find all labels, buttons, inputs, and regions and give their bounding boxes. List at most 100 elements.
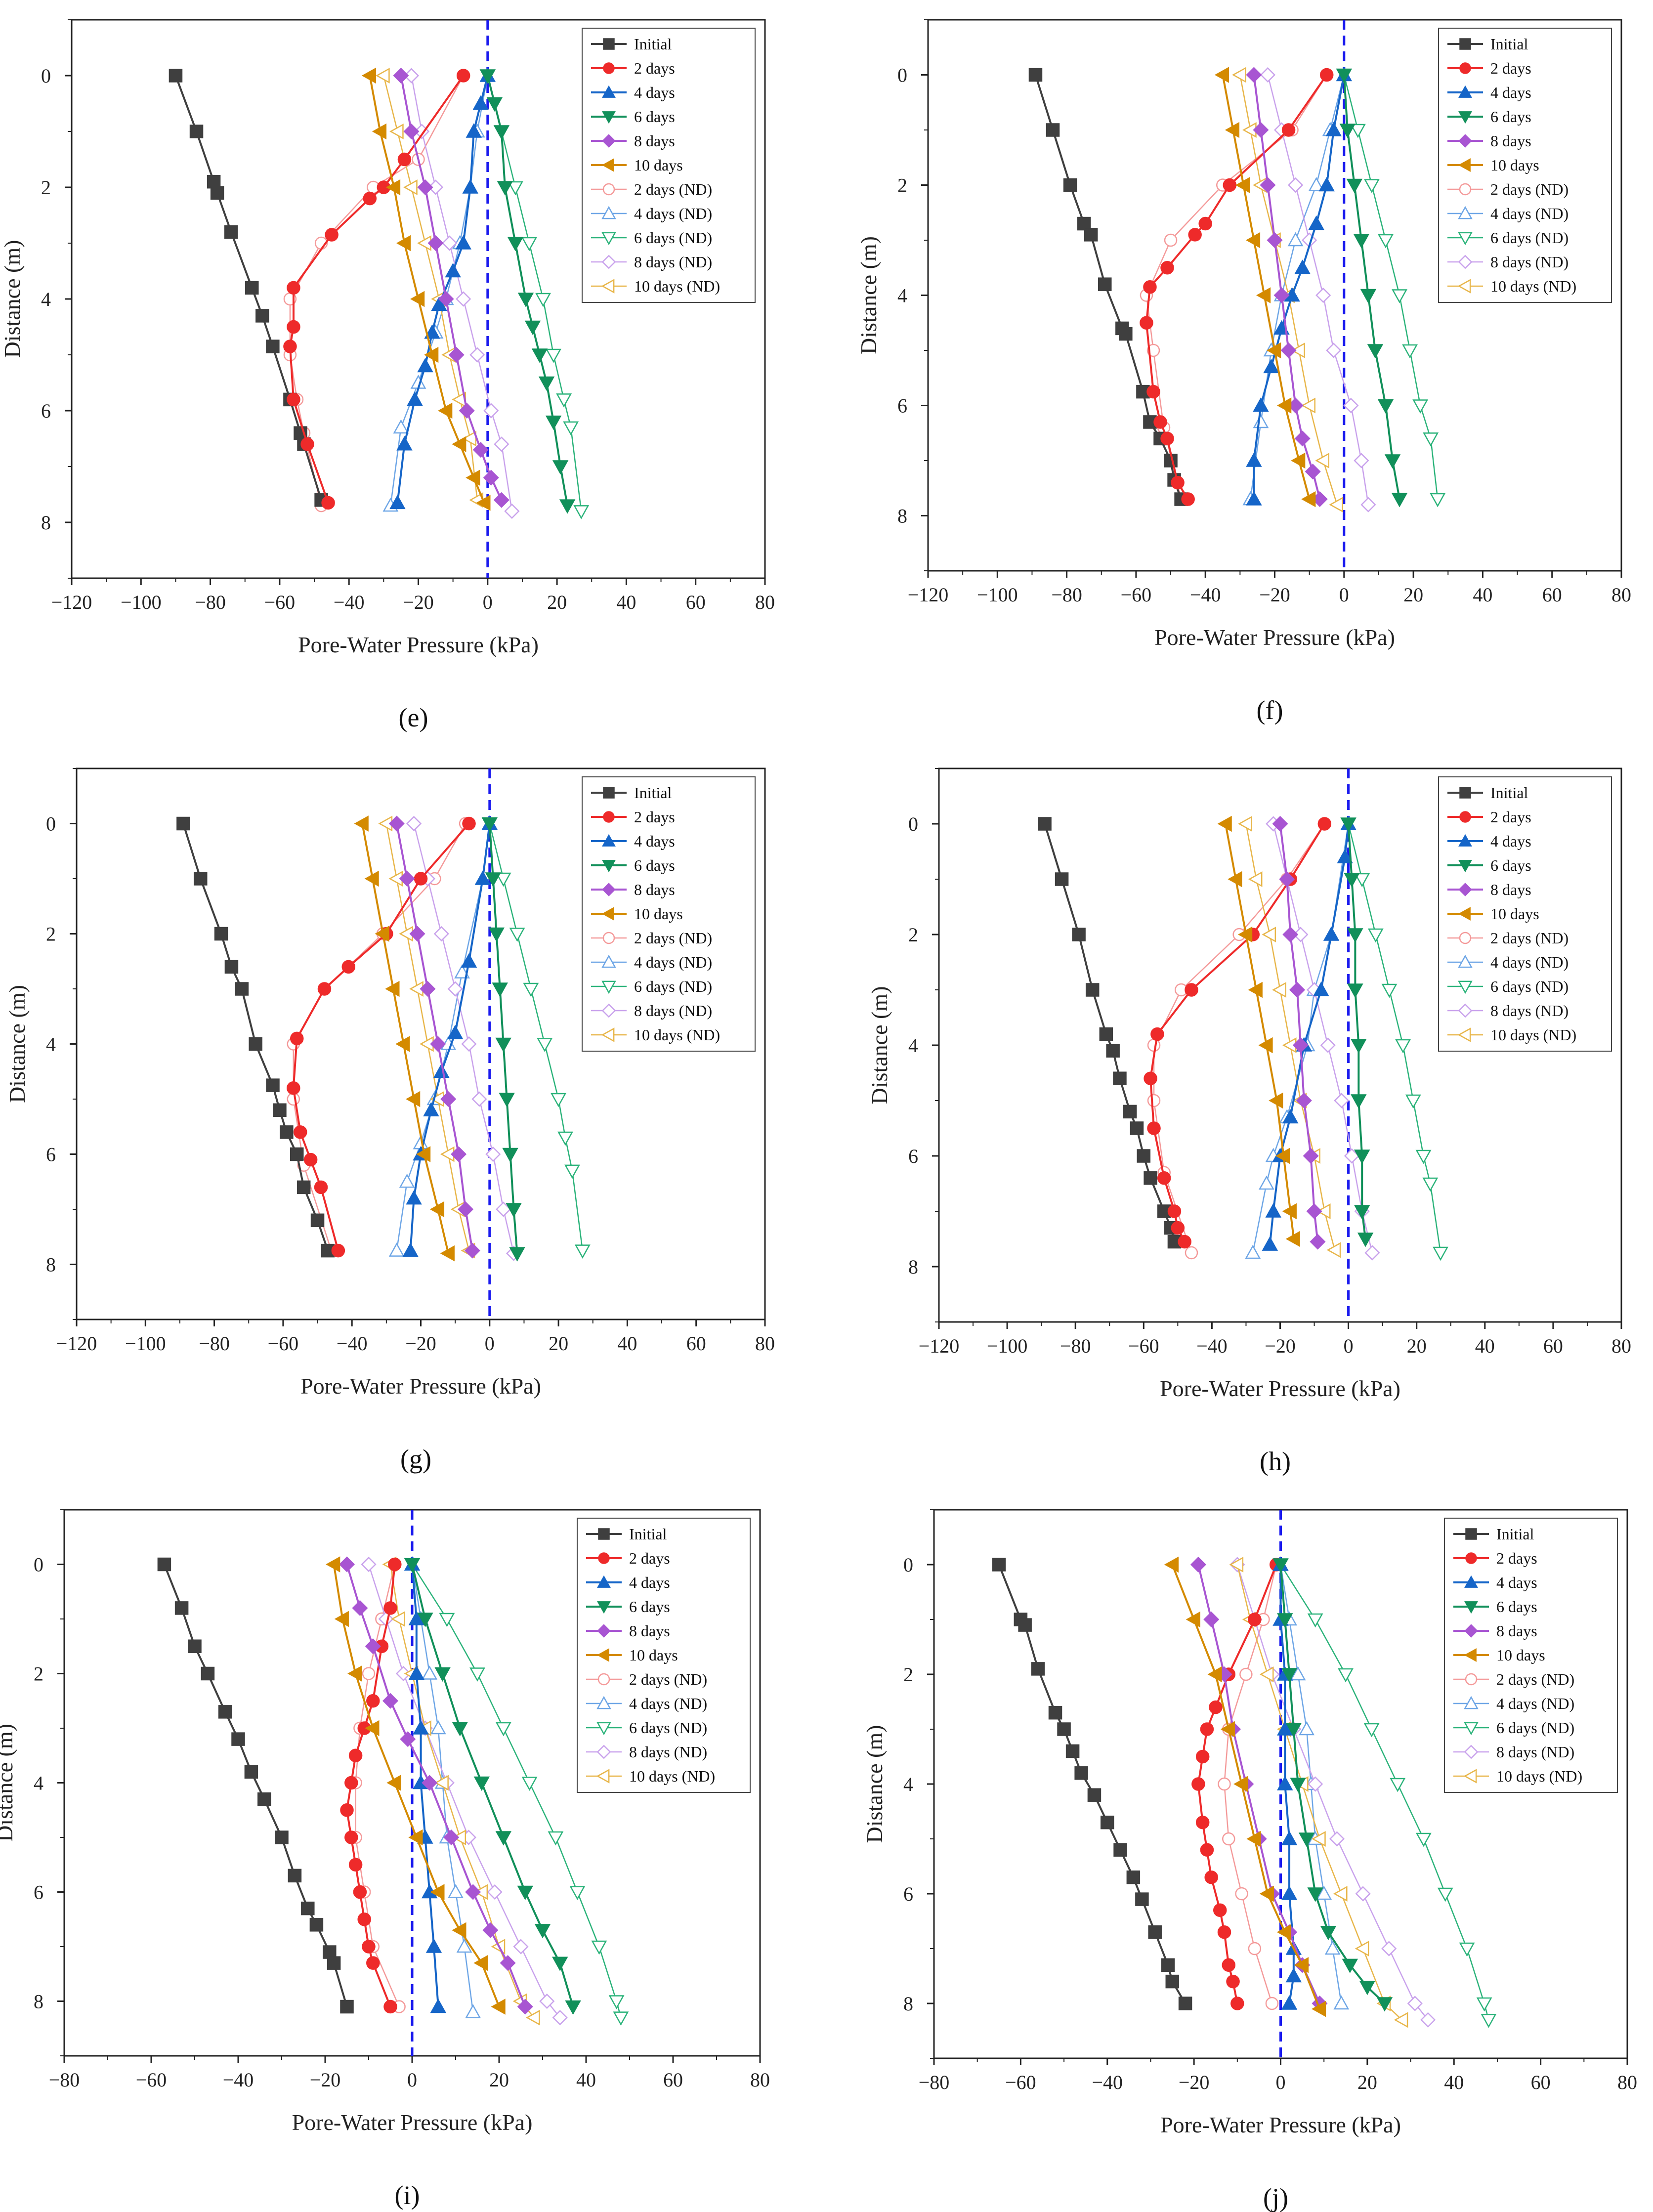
- data-point: [1288, 177, 1304, 193]
- data-point: [462, 816, 476, 831]
- x-tick-label: 80: [755, 1332, 775, 1355]
- data-point: [1123, 1105, 1137, 1119]
- legend-marker: [603, 811, 615, 823]
- y-tick-label: 8: [46, 1254, 56, 1276]
- x-tick-label: −60: [264, 591, 296, 613]
- data-point: [414, 872, 428, 886]
- data-point: [1282, 1109, 1299, 1124]
- data-point: [1217, 1925, 1231, 1939]
- legend-label: 6 days: [1490, 108, 1531, 126]
- data-point: [424, 324, 440, 339]
- data-point: [565, 2000, 581, 2015]
- data-point: [245, 281, 259, 295]
- series-10-days-nd: [375, 68, 484, 508]
- legend-marker: [1463, 1769, 1477, 1784]
- data-point: [1160, 261, 1174, 275]
- chart-panel-f: −120 −100 −80 −60 −40 −20 0 20 40 60 80 0 2 4 6 8 Pore-W…: [856, 19, 1631, 725]
- data-point: [321, 496, 335, 510]
- legend-label: 6 days (ND): [1490, 229, 1568, 247]
- legend-marker: [598, 1552, 610, 1564]
- series-line: [1280, 1564, 1489, 2020]
- legend-label: 2 days: [1490, 808, 1531, 826]
- legend-label: 2 days (ND): [629, 1670, 707, 1688]
- data-point: [388, 815, 405, 832]
- legend-label: 2 days: [1496, 1549, 1537, 1567]
- x-tick-label: −40: [1190, 584, 1221, 606]
- legend-item: 2 days: [591, 59, 675, 77]
- legend-item: 4 days (ND): [1447, 953, 1568, 971]
- x-tick-label: −20: [405, 1332, 436, 1355]
- legend-label: 8 days (ND): [629, 1743, 707, 1761]
- legend-item: 8 days: [591, 881, 675, 898]
- legend-marker: [1459, 787, 1471, 799]
- data-point: [1344, 873, 1360, 888]
- data-point: [406, 1190, 422, 1205]
- x-tick-label: 20: [1403, 584, 1423, 606]
- data-point: [1276, 1924, 1291, 1940]
- data-point: [1171, 475, 1185, 490]
- data-point: [1311, 2000, 1326, 2017]
- legend-item: 2 days (ND): [1447, 929, 1568, 947]
- data-point: [1289, 981, 1306, 998]
- x-tick-label: −60: [1005, 2071, 1036, 2093]
- data-point: [357, 1913, 371, 1926]
- x-tick-label: 40: [1473, 584, 1492, 606]
- data-point: [1165, 1974, 1180, 1989]
- data-point: [389, 124, 404, 139]
- data-point: [1308, 1776, 1323, 1792]
- data-point: [462, 179, 478, 194]
- y-tick-label: 0: [908, 813, 918, 835]
- legend-marker: [1464, 1696, 1479, 1709]
- legend-label: 4 days (ND): [634, 953, 712, 971]
- data-point: [290, 1147, 304, 1161]
- data-point: [334, 1611, 349, 1627]
- x-tick-label: −120: [908, 584, 949, 606]
- data-point: [1188, 228, 1202, 242]
- chart-panel-g: −120 −100 −80 −60 −40 −20 0 20 40 60 80 0 2 4 6 8 Pore-W…: [4, 767, 775, 1474]
- data-point: [1101, 1815, 1114, 1829]
- x-tick-label: −60: [1128, 1335, 1159, 1357]
- data-point: [218, 1705, 232, 1719]
- x-tick-label: 40: [1475, 1335, 1495, 1357]
- data-point: [1113, 1071, 1127, 1085]
- data-point: [363, 191, 377, 206]
- legend-marker: [602, 932, 615, 944]
- legend-label: 8 days (ND): [1490, 1002, 1568, 1020]
- data-point: [1342, 1958, 1358, 1973]
- x-tick-label: −40: [1092, 2071, 1123, 2093]
- data-point: [521, 237, 537, 252]
- data-point: [1235, 177, 1250, 193]
- legend-marker: [602, 183, 615, 196]
- data-point: [257, 1792, 271, 1806]
- data-point: [293, 1125, 307, 1139]
- data-point: [1161, 1958, 1175, 1972]
- y-tick-label: 2: [34, 1663, 43, 1685]
- y-tick-label: 6: [34, 1881, 43, 1904]
- series-6-days: [404, 1558, 581, 2015]
- legend-marker: [1458, 980, 1473, 994]
- legend-label: 10 days: [1490, 156, 1539, 174]
- series-line: [1343, 75, 1401, 500]
- data-point: [383, 1601, 397, 1615]
- legend: Initial 2 days 4 days 6 days 8 days 10 days 2 …: [582, 776, 756, 1052]
- data-point: [469, 1667, 485, 1682]
- legend-item: 6 days (ND): [586, 1719, 707, 1737]
- data-point: [224, 225, 238, 239]
- data-point: [493, 492, 509, 508]
- y-tick-label: 8: [897, 505, 907, 527]
- legend-item: 2 days: [591, 808, 675, 826]
- data-point: [438, 291, 454, 307]
- legend-label: 4 days (ND): [1490, 953, 1568, 971]
- y-tick-label: 0: [897, 64, 907, 86]
- legend-label: 6 days: [1490, 856, 1531, 874]
- data-point: [456, 291, 471, 307]
- data-point: [1282, 1203, 1297, 1220]
- data-point: [382, 1693, 399, 1709]
- data-point: [1476, 1997, 1492, 2012]
- data-point: [1310, 1234, 1326, 1250]
- data-point: [1334, 1093, 1350, 1108]
- data-point: [375, 926, 389, 942]
- series-line: [1236, 1564, 1402, 2021]
- x-tick-label: −40: [1196, 1335, 1228, 1357]
- data-point: [1294, 259, 1311, 274]
